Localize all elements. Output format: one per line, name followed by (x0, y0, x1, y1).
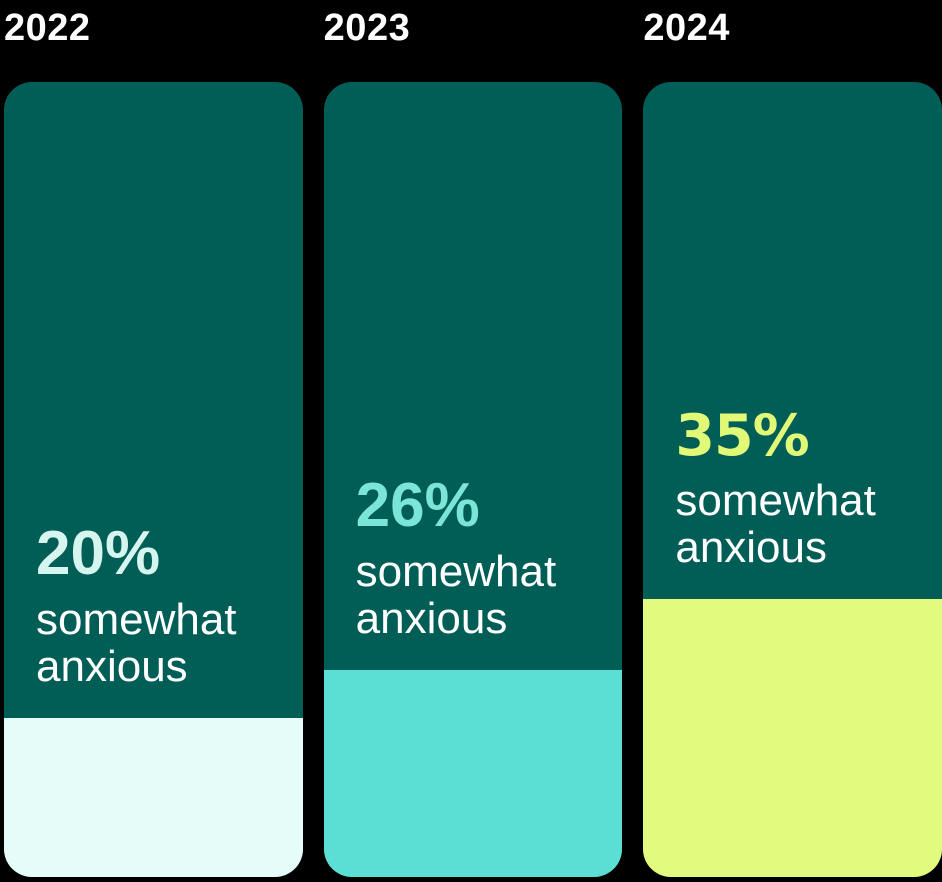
year-label-2022: 2022 (4, 7, 91, 49)
pct-value-2024: 35% (675, 402, 809, 469)
bar-fill-2024 (643, 598, 942, 877)
bar-group-2023: 2023 26% somewhat anxious (323, 7, 623, 877)
year-label-2023: 2023 (323, 7, 411, 49)
bar-track-2023: 26% somewhat anxious (323, 82, 623, 877)
pct-caption-2023: somewhat anxious (355, 547, 557, 644)
bar-fill-2022 (4, 718, 303, 877)
bar-labels-2023: 26% somewhat anxious (356, 473, 609, 642)
pct-value-2022: 20% (36, 518, 161, 588)
year-label-2024: 2024 (643, 7, 730, 49)
bar-fill-2023 (323, 670, 623, 877)
pct-caption-2024: somewhat anxious (675, 475, 876, 572)
bar-group-2022: 2022 20% somewhat anxious (4, 8, 303, 877)
bar-group-2024: 2024 35% somewhat anxious (643, 8, 942, 877)
bar-track-2024: 35% somewhat anxious (643, 82, 942, 877)
bar-labels-2022: 20% somewhat anxious (36, 521, 289, 690)
bar-labels-2024: 35% somewhat anxious (675, 402, 928, 572)
bar-track-2022: 20% somewhat anxious (4, 82, 303, 877)
pct-value-2023: 26% (355, 471, 480, 541)
pct-caption-2022: somewhat anxious (36, 595, 237, 691)
